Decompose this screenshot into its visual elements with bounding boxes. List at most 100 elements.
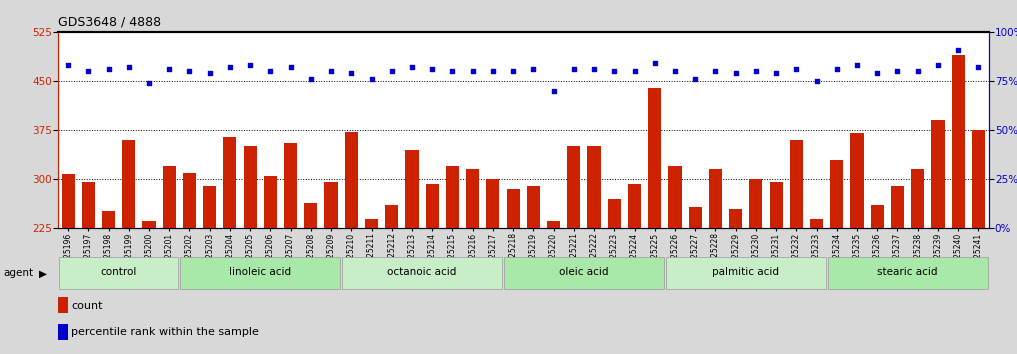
Point [565,66,582,72]
Text: count: count [71,301,103,310]
Point [363,76,379,82]
Point [161,66,177,72]
Bar [506,189,520,228]
Bar [666,257,826,289]
Point [606,68,622,74]
Point [889,68,905,74]
Bar [830,160,843,228]
Point [707,68,723,74]
Bar [81,182,95,228]
Point [768,70,784,76]
Bar [729,209,742,228]
Text: octanoic acid: octanoic acid [387,267,457,277]
Bar [567,147,581,228]
Point [222,64,238,70]
Bar [224,137,237,228]
Bar [972,130,985,228]
Bar [122,140,135,228]
Bar [203,186,217,228]
Point [262,68,279,74]
Point [829,66,845,72]
Point [930,62,946,68]
Bar [790,140,802,228]
Bar [828,257,988,289]
Point [626,68,643,74]
Point [283,64,299,70]
Point [870,70,886,76]
Point [970,64,986,70]
Point [545,88,561,94]
Bar [486,179,499,228]
Bar [608,199,620,228]
Bar [304,204,317,228]
Point [747,68,764,74]
Bar [810,218,823,228]
Point [303,76,319,82]
Bar [263,176,277,228]
Bar [324,182,338,228]
Bar [770,182,783,228]
Text: ▶: ▶ [39,268,47,278]
Point [404,64,420,70]
Point [424,66,440,72]
Bar [504,257,664,289]
Text: linoleic acid: linoleic acid [229,267,291,277]
Bar [406,150,419,228]
Bar [850,133,863,228]
Point [909,68,925,74]
Bar [871,205,884,228]
Point [950,47,966,52]
Point [525,66,541,72]
Bar [709,169,722,228]
Point [444,68,461,74]
Text: GDS3648 / 4888: GDS3648 / 4888 [58,16,161,29]
Point [667,68,683,74]
Bar [932,120,945,228]
Text: agent: agent [3,268,34,278]
Bar [183,173,196,228]
Text: control: control [101,267,137,277]
Point [485,68,501,74]
Bar [102,211,115,228]
Text: oleic acid: oleic acid [559,267,609,277]
Bar [426,184,438,228]
Bar [445,166,459,228]
Point [383,68,400,74]
Point [687,76,704,82]
Bar [284,143,297,228]
Point [323,68,340,74]
Point [788,66,804,72]
Point [121,64,137,70]
Bar [627,184,641,228]
Bar [244,147,256,228]
Bar [142,221,156,228]
Point [647,61,663,66]
Point [181,68,197,74]
Bar [163,166,176,228]
Bar [588,147,601,228]
Point [141,80,158,86]
Bar [891,186,904,228]
Bar [180,257,340,289]
Point [727,70,743,76]
Point [849,62,865,68]
Point [80,68,97,74]
Bar [527,186,540,228]
Bar [689,207,702,228]
Bar [61,174,74,228]
Bar [59,257,178,289]
Text: stearic acid: stearic acid [878,267,938,277]
Bar [547,221,560,228]
Bar [952,55,965,228]
Point [465,68,481,74]
Bar [342,257,502,289]
Bar [668,166,681,228]
Text: palmitic acid: palmitic acid [712,267,779,277]
Bar [750,179,763,228]
Bar [365,218,378,228]
Point [242,62,258,68]
Point [586,66,602,72]
Point [809,78,825,84]
Point [343,70,359,76]
Bar [345,132,358,228]
